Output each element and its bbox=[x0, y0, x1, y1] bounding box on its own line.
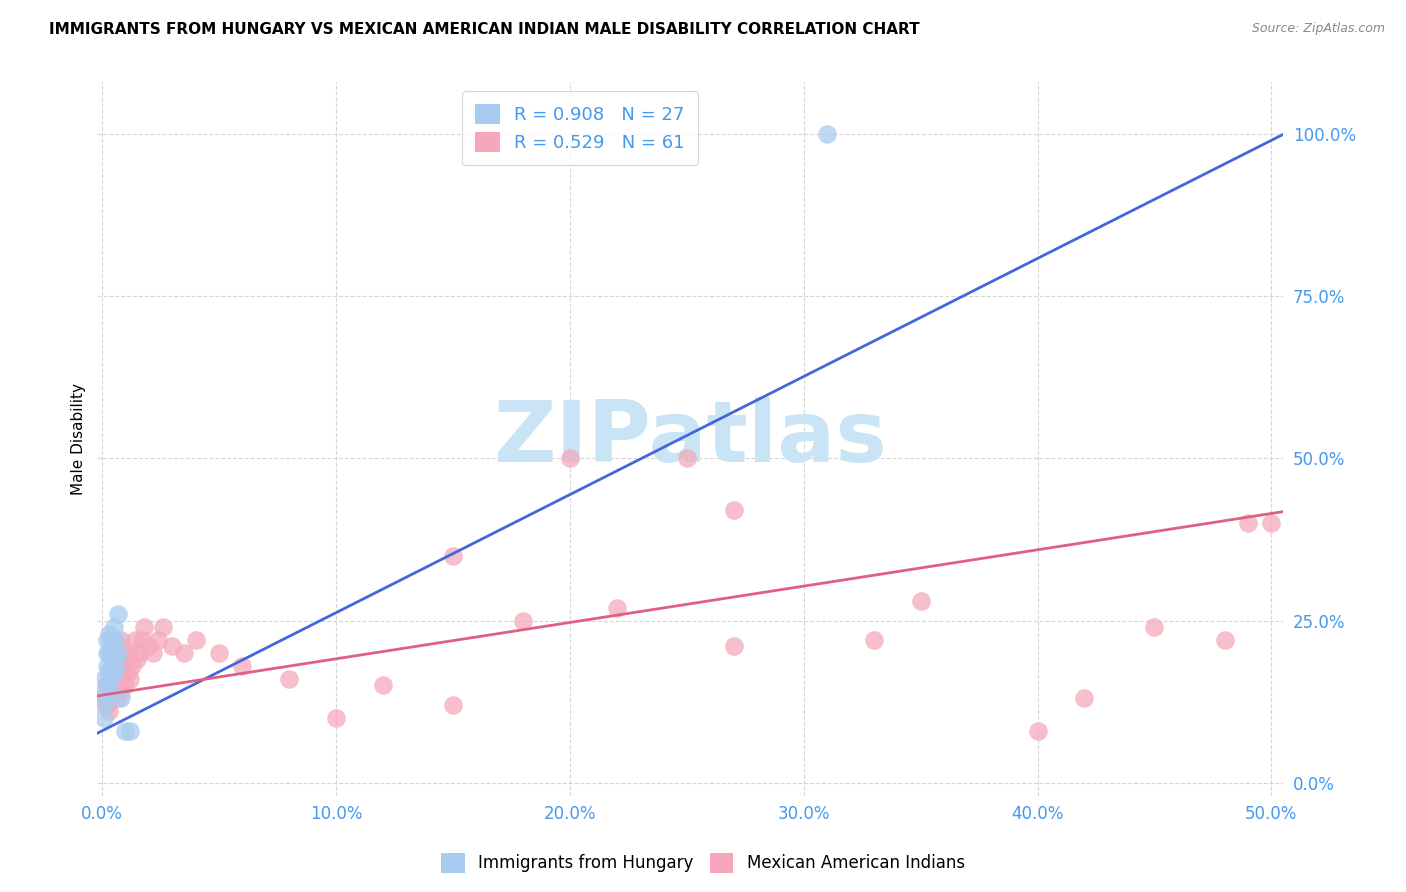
Point bbox=[112, 672, 135, 686]
Point bbox=[110, 632, 132, 647]
Point bbox=[105, 652, 128, 666]
Point bbox=[107, 665, 129, 680]
Point bbox=[110, 691, 132, 706]
Point bbox=[1213, 632, 1236, 647]
Point bbox=[131, 632, 153, 647]
Point bbox=[173, 646, 195, 660]
Point bbox=[100, 652, 122, 666]
Point bbox=[134, 620, 156, 634]
Point bbox=[103, 646, 125, 660]
Point bbox=[278, 672, 301, 686]
Point bbox=[93, 711, 115, 725]
Point bbox=[98, 665, 121, 680]
Point bbox=[146, 632, 169, 647]
Point bbox=[114, 652, 136, 666]
Text: ZIPatlas: ZIPatlas bbox=[494, 397, 887, 480]
Point bbox=[606, 600, 628, 615]
Point bbox=[98, 646, 121, 660]
Point bbox=[120, 672, 142, 686]
Point bbox=[103, 685, 125, 699]
Point bbox=[105, 678, 128, 692]
Point bbox=[152, 620, 174, 634]
Point bbox=[120, 723, 142, 738]
Point bbox=[103, 620, 125, 634]
Point bbox=[100, 691, 122, 706]
Point bbox=[138, 640, 160, 654]
Point bbox=[231, 659, 253, 673]
Point bbox=[815, 127, 838, 141]
Point bbox=[128, 646, 150, 660]
Point bbox=[1143, 620, 1166, 634]
Point bbox=[105, 632, 128, 647]
Point bbox=[114, 678, 136, 692]
Point bbox=[1260, 516, 1282, 531]
Point bbox=[325, 711, 347, 725]
Point bbox=[124, 632, 146, 647]
Point bbox=[103, 632, 125, 647]
Point bbox=[100, 646, 122, 660]
Point bbox=[107, 640, 129, 654]
Point bbox=[98, 626, 121, 640]
Point bbox=[93, 698, 115, 712]
Point bbox=[117, 665, 139, 680]
Point bbox=[558, 451, 581, 466]
Point bbox=[96, 698, 118, 712]
Point bbox=[863, 632, 886, 647]
Point bbox=[512, 614, 534, 628]
Legend: R = 0.908   N = 27, R = 0.529   N = 61: R = 0.908 N = 27, R = 0.529 N = 61 bbox=[463, 91, 697, 165]
Point bbox=[110, 685, 132, 699]
Point bbox=[100, 672, 122, 686]
Point bbox=[441, 549, 464, 563]
Point bbox=[98, 705, 121, 719]
Point bbox=[93, 691, 115, 706]
Point bbox=[93, 672, 115, 686]
Point bbox=[371, 678, 394, 692]
Point bbox=[723, 503, 745, 517]
Point bbox=[184, 632, 207, 647]
Point bbox=[208, 646, 231, 660]
Point bbox=[160, 640, 183, 654]
Point bbox=[96, 632, 118, 647]
Point bbox=[107, 646, 129, 660]
Point bbox=[98, 665, 121, 680]
Legend: Immigrants from Hungary, Mexican American Indians: Immigrants from Hungary, Mexican America… bbox=[434, 847, 972, 880]
Point bbox=[107, 691, 129, 706]
Point bbox=[910, 594, 932, 608]
Point bbox=[96, 646, 118, 660]
Text: Source: ZipAtlas.com: Source: ZipAtlas.com bbox=[1251, 22, 1385, 36]
Point bbox=[142, 646, 165, 660]
Point bbox=[107, 607, 129, 621]
Point bbox=[1073, 691, 1095, 706]
Point bbox=[110, 659, 132, 673]
Point bbox=[723, 640, 745, 654]
Point bbox=[93, 685, 115, 699]
Point bbox=[98, 685, 121, 699]
Point bbox=[1026, 723, 1049, 738]
Point bbox=[120, 646, 142, 660]
Y-axis label: Male Disability: Male Disability bbox=[72, 383, 86, 495]
Point bbox=[127, 652, 149, 666]
Point bbox=[112, 646, 135, 660]
Point bbox=[100, 632, 122, 647]
Point bbox=[103, 665, 125, 680]
Point bbox=[105, 659, 128, 673]
Point bbox=[100, 672, 122, 686]
Point bbox=[114, 723, 136, 738]
Point bbox=[96, 659, 118, 673]
Point bbox=[96, 678, 118, 692]
Point bbox=[96, 678, 118, 692]
Point bbox=[121, 659, 143, 673]
Point bbox=[675, 451, 697, 466]
Point bbox=[98, 685, 121, 699]
Point bbox=[1237, 516, 1260, 531]
Text: IMMIGRANTS FROM HUNGARY VS MEXICAN AMERICAN INDIAN MALE DISABILITY CORRELATION C: IMMIGRANTS FROM HUNGARY VS MEXICAN AMERI… bbox=[49, 22, 920, 37]
Point bbox=[96, 691, 118, 706]
Point bbox=[103, 659, 125, 673]
Point bbox=[441, 698, 464, 712]
